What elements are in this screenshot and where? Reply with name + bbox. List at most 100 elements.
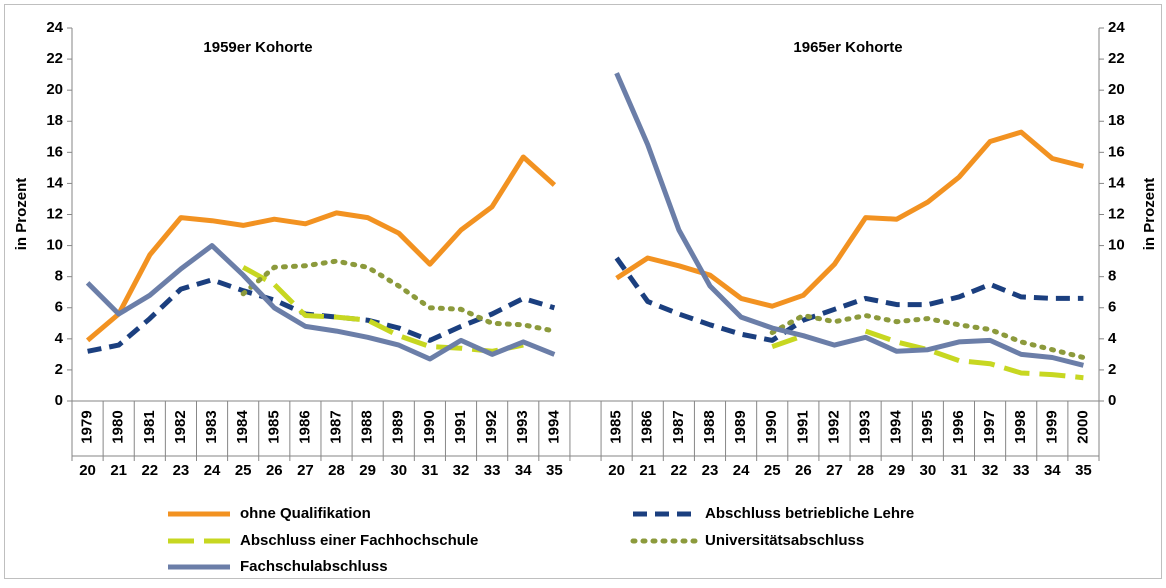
y2-tick-label: 22 — [1108, 50, 1125, 67]
y-tick-label: 0 — [55, 392, 63, 409]
x-tick-label-age: 28 — [857, 462, 874, 479]
series-line — [85, 129, 1085, 343]
x-tick-label-age: 29 — [359, 462, 376, 479]
y2-tick-label: 14 — [1108, 174, 1125, 191]
x-tick-label-age: 25 — [764, 462, 781, 479]
x-tick-label-age: 22 — [671, 462, 688, 479]
y2-tick-label: 18 — [1108, 112, 1125, 129]
x-tick-label: 1985 — [265, 410, 282, 443]
x-tick-label: 1987 — [327, 410, 344, 443]
x-tick-label-age: 25 — [235, 462, 252, 479]
legend-label: Universitätsabschluss — [705, 532, 864, 549]
x-tick-label: 1993 — [514, 410, 531, 443]
x-tick-label-age: 27 — [826, 462, 843, 479]
y2-tick-label: 12 — [1108, 205, 1125, 222]
x-tick-label-age: 26 — [795, 462, 812, 479]
x-tick-label-age: 35 — [546, 462, 563, 479]
legend-label: Fachschulabschluss — [240, 558, 388, 575]
legend-label: ohne Qualifikation — [240, 505, 371, 522]
y-tick-label: 2 — [55, 361, 63, 378]
x-tick-label: 1986 — [639, 410, 656, 443]
x-tick-label-age: 29 — [888, 462, 905, 479]
y2-tick-label: 8 — [1108, 268, 1116, 285]
x-tick-label: 1990 — [763, 410, 780, 443]
y-tick-label: 4 — [55, 330, 64, 347]
x-tick-label-age: 35 — [1075, 462, 1092, 479]
x-tick-label: 1985 — [608, 410, 625, 443]
x-tick-label-age: 21 — [639, 462, 656, 479]
x-tick-label: 1984 — [234, 410, 251, 444]
x-tick-label-age: 20 — [79, 462, 96, 479]
y2-tick-label: 2 — [1108, 361, 1116, 378]
x-tick-label: 1997 — [981, 410, 998, 443]
y2-tick-label: 4 — [1108, 330, 1117, 347]
y-tick-label: 10 — [46, 237, 63, 254]
x-tick-label: 1990 — [421, 410, 438, 443]
x-tick-label-age: 28 — [328, 462, 345, 479]
series-line — [85, 72, 1085, 368]
series-line — [240, 258, 1086, 360]
y2-tick-label: 6 — [1108, 299, 1116, 316]
x-tick-label-age: 30 — [919, 462, 936, 479]
x-tick-label: 1993 — [857, 410, 874, 443]
y2-tick-label: 24 — [1108, 19, 1125, 36]
x-tick-label-age: 22 — [141, 462, 158, 479]
x-tick-label-age: 24 — [733, 462, 750, 479]
legend-label: Abschluss einer Fachhochschule — [240, 532, 478, 549]
x-tick-label-age: 32 — [453, 462, 470, 479]
annotation: 1959er Kohorte — [203, 39, 312, 56]
y-tick-label: 6 — [55, 299, 63, 316]
x-tick-label: 1992 — [483, 410, 500, 443]
x-tick-label: 1986 — [296, 410, 313, 443]
x-tick-label: 1999 — [1043, 410, 1060, 443]
x-tick-label: 1983 — [203, 410, 220, 443]
annotation: 1965er Kohorte — [793, 39, 902, 56]
y-tick-label: 8 — [55, 268, 63, 285]
x-tick-label-age: 34 — [515, 462, 532, 479]
x-tick-label-age: 23 — [702, 462, 719, 479]
x-tick-label: 1994 — [545, 410, 562, 444]
x-tick-label-age: 33 — [1013, 462, 1030, 479]
y-tick-label: 24 — [46, 19, 63, 36]
x-tick-label: 1981 — [141, 410, 158, 443]
y-tick-label: 16 — [46, 143, 63, 160]
x-tick-label: 1991 — [452, 410, 469, 443]
x-tick-label: 1982 — [172, 410, 189, 443]
x-tick-label-age: 34 — [1044, 462, 1061, 479]
y-tick-label: 18 — [46, 112, 63, 129]
x-tick-label-age: 24 — [204, 462, 221, 479]
y-tick-label: 22 — [46, 50, 63, 67]
x-tick-label-age: 26 — [266, 462, 283, 479]
y2-axis-label: in Prozent — [1141, 178, 1158, 251]
x-tick-label: 1994 — [888, 410, 905, 444]
x-tick-label: 1996 — [950, 410, 967, 443]
x-tick-label-age: 31 — [951, 462, 968, 479]
x-tick-label-age: 27 — [297, 462, 314, 479]
x-tick-label: 1988 — [701, 410, 718, 443]
x-tick-label-age: 20 — [608, 462, 625, 479]
x-tick-label: 1987 — [670, 410, 687, 443]
y2-tick-label: 10 — [1108, 237, 1125, 254]
x-tick-label: 1980 — [110, 410, 127, 443]
x-tick-label: 1998 — [1012, 410, 1029, 443]
y2-tick-label: 20 — [1108, 81, 1125, 98]
x-tick-label-age: 31 — [422, 462, 439, 479]
legend-label: Abschluss betriebliche Lehre — [705, 505, 914, 522]
series-line — [87, 256, 1084, 354]
x-tick-label: 1991 — [794, 410, 811, 443]
x-tick-label: 1989 — [390, 410, 407, 443]
x-tick-label: 2000 — [1074, 410, 1091, 443]
x-tick-label: 1989 — [732, 410, 749, 443]
x-tick-label-age: 32 — [982, 462, 999, 479]
x-tick-label-age: 30 — [390, 462, 407, 479]
y-axis-label: in Prozent — [13, 178, 30, 251]
x-tick-label-age: 33 — [484, 462, 501, 479]
y-tick-label: 20 — [46, 81, 63, 98]
y2-tick-label: 0 — [1108, 392, 1116, 409]
y2-tick-label: 16 — [1108, 143, 1125, 160]
x-tick-label-age: 23 — [173, 462, 190, 479]
x-tick-label: 1995 — [919, 410, 936, 443]
y-tick-label: 14 — [46, 174, 63, 191]
